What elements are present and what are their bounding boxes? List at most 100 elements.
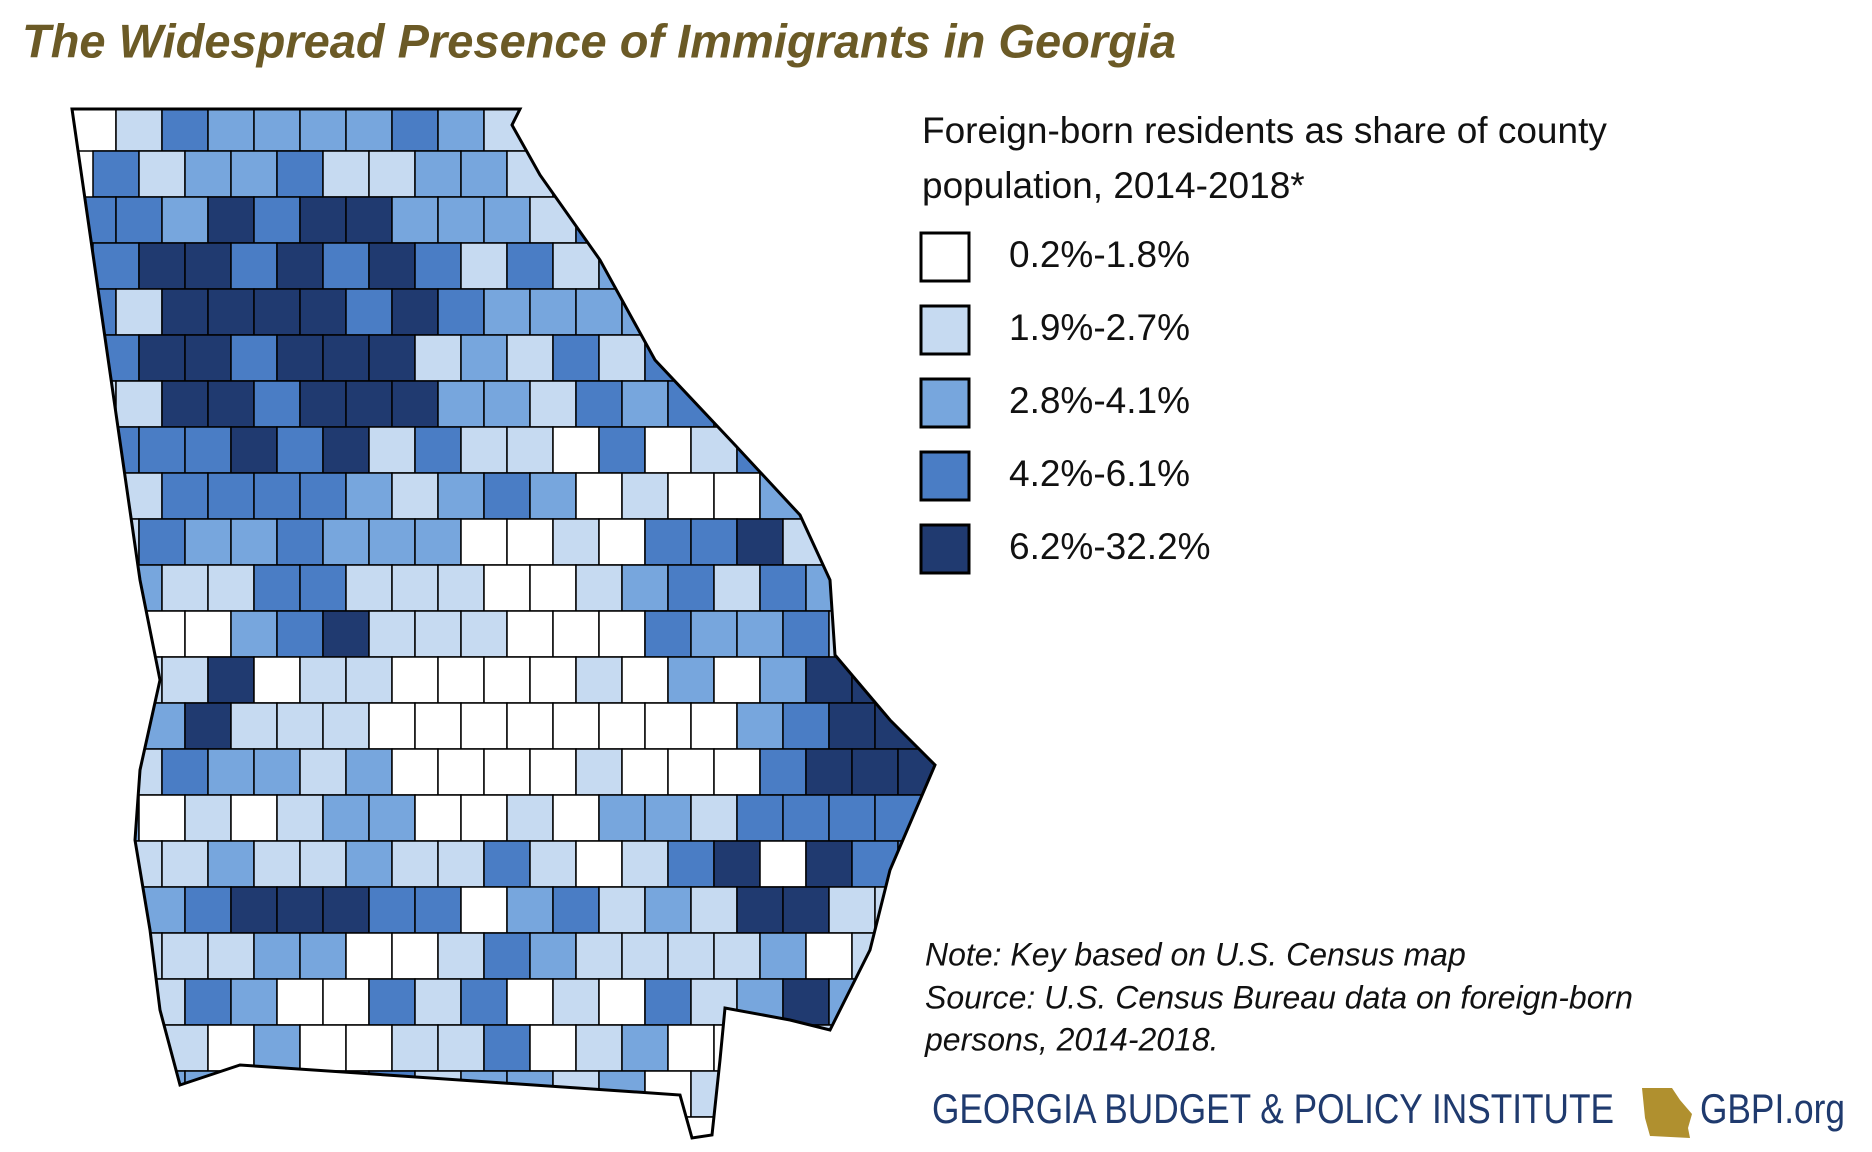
county xyxy=(72,748,117,796)
county xyxy=(736,242,784,290)
county xyxy=(391,932,439,980)
county xyxy=(72,1116,117,1138)
county xyxy=(391,109,439,152)
county xyxy=(253,932,301,980)
county xyxy=(667,472,715,520)
county xyxy=(115,1116,163,1138)
county xyxy=(598,426,646,474)
county xyxy=(575,840,623,888)
county xyxy=(851,564,899,612)
county xyxy=(483,564,531,612)
county xyxy=(483,840,531,888)
county xyxy=(322,978,370,1026)
county xyxy=(736,426,784,474)
county xyxy=(736,334,784,382)
county xyxy=(759,288,807,336)
county xyxy=(161,472,209,520)
county xyxy=(138,426,186,474)
county xyxy=(72,380,117,428)
county xyxy=(72,1024,117,1072)
county xyxy=(874,886,922,934)
county xyxy=(552,426,600,474)
county xyxy=(713,748,761,796)
county xyxy=(805,472,853,520)
county xyxy=(851,1116,899,1138)
county xyxy=(506,978,554,1026)
county xyxy=(805,1116,853,1138)
county xyxy=(460,334,508,382)
county xyxy=(184,242,232,290)
county xyxy=(437,1024,485,1072)
county xyxy=(529,472,577,520)
county xyxy=(253,1116,301,1138)
note: persons, 2014-2018. xyxy=(924,1021,1219,1057)
county xyxy=(184,426,232,474)
county xyxy=(414,702,462,750)
county xyxy=(276,242,324,290)
county xyxy=(414,794,462,842)
county xyxy=(161,748,209,796)
website[interactable]: GBPI.org xyxy=(1700,1085,1845,1132)
county xyxy=(161,380,209,428)
county xyxy=(92,702,140,750)
county xyxy=(552,886,600,934)
county xyxy=(345,656,393,704)
county xyxy=(759,380,807,428)
county xyxy=(414,610,462,658)
county xyxy=(690,518,738,566)
county xyxy=(92,334,140,382)
county xyxy=(828,426,876,474)
county xyxy=(368,610,416,658)
county xyxy=(72,932,117,980)
county xyxy=(552,242,600,290)
county xyxy=(207,564,255,612)
county xyxy=(506,702,554,750)
county xyxy=(460,518,508,566)
county xyxy=(690,610,738,658)
county xyxy=(598,518,646,566)
county xyxy=(690,978,738,1026)
county xyxy=(276,1070,324,1118)
county xyxy=(115,288,163,336)
county xyxy=(828,334,876,382)
county xyxy=(230,702,278,750)
county xyxy=(874,1070,922,1118)
legend-swatch xyxy=(919,231,971,283)
county xyxy=(253,288,301,336)
county xyxy=(92,886,140,934)
county xyxy=(460,886,508,934)
county xyxy=(506,794,554,842)
county xyxy=(207,932,255,980)
county xyxy=(253,196,301,244)
county xyxy=(713,109,761,152)
county xyxy=(598,334,646,382)
county xyxy=(575,288,623,336)
county xyxy=(230,334,278,382)
county xyxy=(115,472,163,520)
county xyxy=(437,196,485,244)
county xyxy=(322,426,370,474)
county xyxy=(161,840,209,888)
logo-icon xyxy=(1642,1088,1692,1138)
county xyxy=(851,288,899,336)
county xyxy=(161,1116,209,1138)
county xyxy=(782,610,830,658)
county xyxy=(828,518,876,566)
county xyxy=(621,472,669,520)
county xyxy=(851,656,899,704)
county xyxy=(437,932,485,980)
county xyxy=(782,978,830,1026)
county xyxy=(276,610,324,658)
county xyxy=(874,426,922,474)
county xyxy=(483,380,531,428)
county xyxy=(345,288,393,336)
legend-swatch xyxy=(919,450,971,502)
county xyxy=(621,840,669,888)
county xyxy=(736,150,784,198)
county xyxy=(552,518,600,566)
county xyxy=(322,886,370,934)
county xyxy=(230,610,278,658)
county xyxy=(368,426,416,474)
county xyxy=(345,472,393,520)
county xyxy=(575,932,623,980)
